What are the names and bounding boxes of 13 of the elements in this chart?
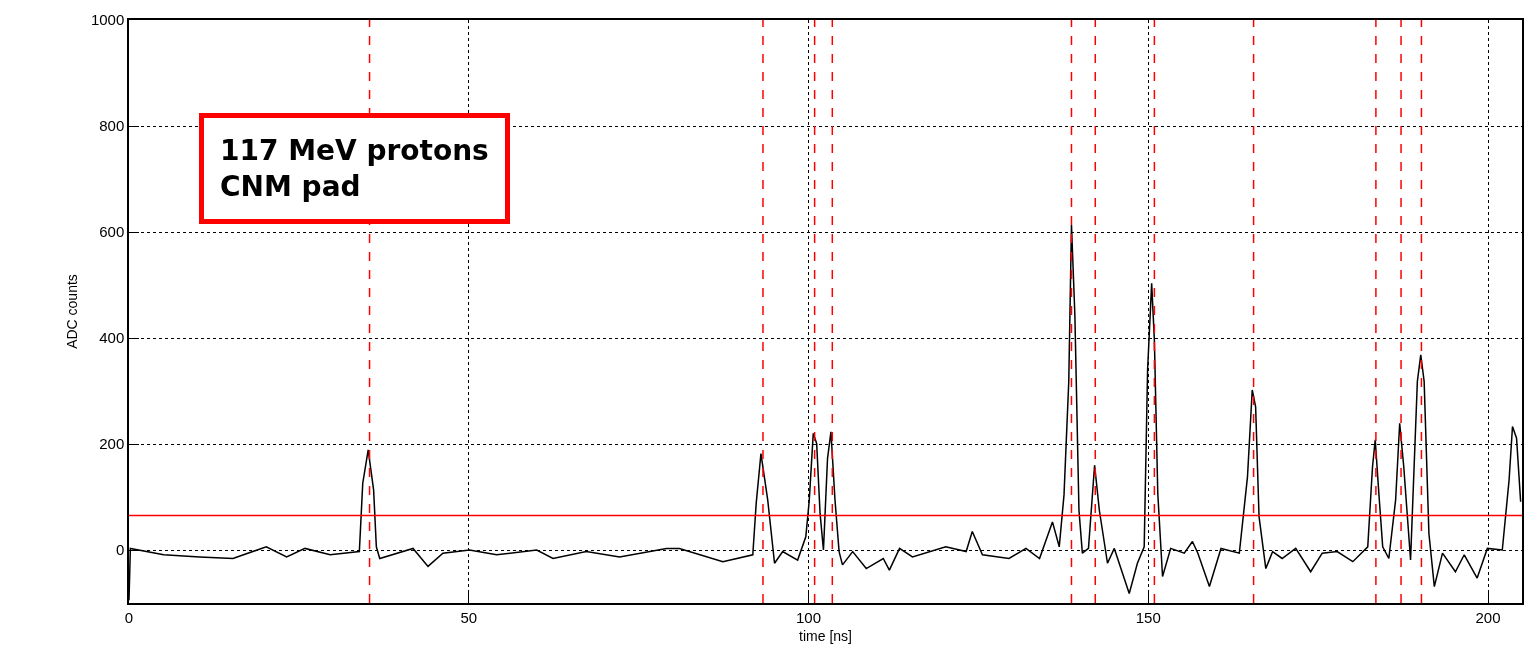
x-tick-label: 200 [1475,608,1501,626]
y-tick-label: 400 [99,329,125,347]
x-axis-title: time [ns] [799,627,852,644]
y-tick-label: 800 [99,117,125,135]
y-tick-label: 1000 [90,11,125,29]
y-tick-label: 600 [99,223,125,241]
x-tick-label: 150 [1135,608,1161,626]
x-tick-label: 50 [460,608,478,626]
y-tick-label: 0 [115,541,125,559]
y-tick-label: 200 [99,435,125,453]
annotation: 117 MeV protons CNM pad [220,134,489,204]
y-axis-title: ADC counts [63,274,80,349]
x-tick-label: 100 [795,608,822,626]
